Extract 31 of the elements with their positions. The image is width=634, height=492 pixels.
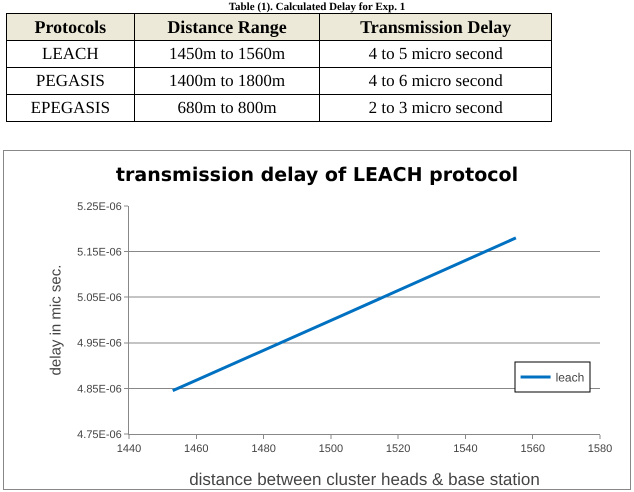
x-tick-label: 1440: [116, 443, 142, 456]
text: 2 to 3 micro second: [368, 98, 503, 117]
legend-label: leach: [556, 370, 584, 385]
category-label: Protocols: [6, 14, 134, 40]
x-tick-label: 1460: [184, 443, 209, 456]
text: Table (1). Calculated Delay for Exp. 1: [228, 1, 406, 13]
x-tick-label: 1520: [386, 443, 410, 456]
x-tick-label: 1540: [453, 443, 478, 456]
chart-title: transmission delay of LEACH protocol: [116, 164, 518, 186]
x-tick-label: 1500: [318, 443, 344, 456]
x-axis-title: distance between cluster heads & base station: [189, 470, 540, 489]
x-tick-label: 1580: [588, 443, 612, 456]
text: 4 to 6 micro second: [368, 71, 503, 90]
category-label: Transmission Delay: [320, 14, 552, 40]
x-tick-label: 1480: [251, 443, 276, 456]
category-label: LEACH: [42, 44, 99, 63]
y-tick-label: 4.85E-06: [77, 383, 122, 396]
x-tick-label: 1560: [520, 443, 545, 456]
y-axis-title: delay in mic sec.: [47, 264, 64, 376]
y-tick-label: 5.25E-06: [77, 200, 122, 213]
category-label: Distance Range: [134, 14, 320, 40]
y-tick-label: 4.95E-06: [77, 338, 122, 350]
text: 680m to 800m: [177, 98, 277, 117]
category-label: EPEGASIS: [30, 98, 110, 117]
category-label: PEGASIS: [36, 71, 105, 90]
text: 1450m to 1560m: [168, 44, 286, 63]
text: 1400m to 1800m: [168, 71, 286, 90]
y-tick-label: 4.75E-06: [77, 428, 122, 441]
y-tick-label: 5.05E-06: [77, 292, 122, 304]
y-tick-label: 5.15E-06: [77, 246, 122, 258]
text: 4 to 5 micro second: [368, 44, 503, 63]
